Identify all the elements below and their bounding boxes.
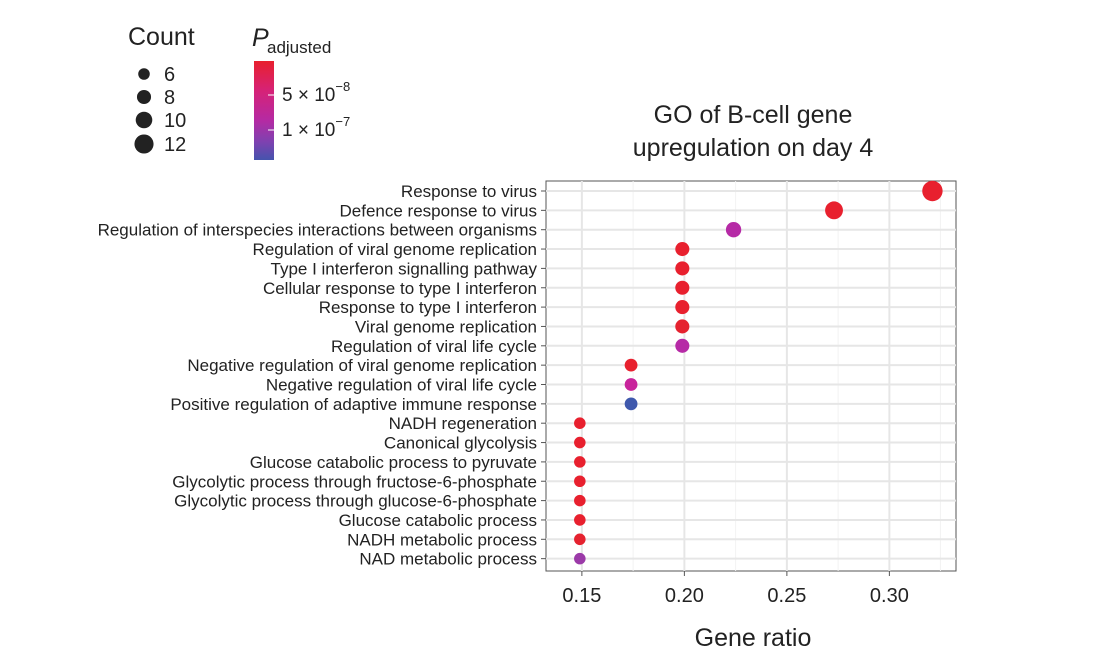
size-legend-label: 8 bbox=[164, 87, 175, 109]
data-point bbox=[574, 436, 586, 449]
data-point bbox=[675, 300, 690, 315]
y-tick-label: Canonical glycolysis bbox=[384, 434, 537, 453]
data-point bbox=[574, 475, 586, 488]
x-tick-label: 0.20 bbox=[665, 585, 704, 607]
y-tick-label: Negative regulation of viral genome repl… bbox=[187, 356, 537, 375]
data-point bbox=[725, 222, 742, 238]
y-tick-label: Response to virus bbox=[401, 182, 537, 201]
size-legend-dot bbox=[135, 111, 153, 129]
y-tick-label: NAD metabolic process bbox=[359, 550, 537, 569]
y-tick-label: Regulation of interspecies interactions … bbox=[98, 221, 537, 240]
color-legend-label-1: 5 × 10−8 bbox=[282, 79, 350, 106]
data-point bbox=[825, 201, 843, 220]
color-legend-label-1-exp: −8 bbox=[335, 79, 350, 94]
data-point bbox=[574, 417, 586, 429]
size-legend-label: 10 bbox=[164, 110, 186, 132]
y-tick-label: Response to type I interferon bbox=[319, 298, 537, 317]
y-tick-label: Cellular response to type I interferon bbox=[263, 279, 537, 298]
size-legend-label: 12 bbox=[164, 134, 186, 156]
y-tick-label: Glycolytic process through fructose-6-ph… bbox=[172, 472, 537, 491]
x-axis-label: Gene ratio bbox=[695, 624, 812, 648]
y-tick-label: Defence response to virus bbox=[340, 201, 538, 220]
data-points bbox=[574, 180, 943, 565]
color-legend-title-sub: adjusted bbox=[267, 38, 331, 57]
color-legend-title: P bbox=[252, 24, 269, 52]
y-tick-label: Negative regulation of viral life cycle bbox=[266, 376, 537, 395]
size-legend-title: Count bbox=[128, 23, 195, 51]
chart-title-line-2: upregulation on day 4 bbox=[633, 134, 874, 162]
data-point bbox=[574, 456, 586, 468]
y-tick-label: Glucose catabolic process to pyruvate bbox=[250, 453, 537, 472]
x-tick-label: 0.25 bbox=[767, 585, 806, 607]
color-legend-title-main: P bbox=[252, 24, 269, 52]
data-point bbox=[624, 397, 638, 411]
plot-panel bbox=[545, 180, 957, 572]
y-tick-label: Glucose catabolic process bbox=[339, 511, 537, 530]
x-tick-label: 0.15 bbox=[562, 585, 601, 607]
data-point bbox=[574, 533, 586, 546]
color-legend-label-2-exp: −7 bbox=[335, 114, 350, 129]
chart-title-line-1: GO of B-cell gene bbox=[654, 101, 853, 129]
y-tick-label: Positive regulation of adaptive immune r… bbox=[170, 395, 537, 414]
data-point bbox=[624, 378, 638, 391]
data-point bbox=[574, 514, 586, 526]
data-point bbox=[922, 180, 943, 202]
data-point bbox=[675, 280, 690, 295]
size-legend-label: 6 bbox=[164, 64, 175, 86]
color-legend-gradient-bar bbox=[254, 61, 274, 160]
color-legend-label-2: 1 × 10−7 bbox=[282, 114, 350, 141]
y-tick-label: Regulation of viral life cycle bbox=[331, 337, 537, 356]
size-legend-dot bbox=[138, 68, 150, 80]
y-tick-label: Regulation of viral genome replication bbox=[253, 240, 537, 259]
y-tick-label: Type I interferon signalling pathway bbox=[271, 259, 538, 278]
data-point bbox=[624, 358, 638, 372]
color-legend: P adjusted 5 × 10−8 1 × 10−7 bbox=[252, 24, 350, 160]
color-legend-label-1-coef: 5 × 10 bbox=[282, 85, 335, 106]
size-legend-dot bbox=[136, 89, 152, 105]
data-point bbox=[675, 261, 690, 276]
y-tick-label: Viral genome replication bbox=[355, 317, 537, 336]
data-point bbox=[675, 319, 690, 334]
data-point bbox=[574, 494, 586, 507]
data-point bbox=[675, 242, 690, 257]
x-axis: 0.15 0.20 0.25 0.30 bbox=[562, 571, 909, 607]
data-point bbox=[574, 552, 586, 565]
y-tick-label: NADH metabolic process bbox=[347, 530, 537, 549]
size-legend-dot bbox=[134, 134, 154, 154]
data-point bbox=[675, 338, 690, 353]
y-tick-label: Glycolytic process through glucose-6-pho… bbox=[174, 492, 537, 511]
gridlines bbox=[546, 181, 956, 571]
y-tick-label: NADH regeneration bbox=[389, 414, 537, 433]
color-legend-label-2-coef: 1 × 10 bbox=[282, 120, 335, 141]
x-tick-label: 0.30 bbox=[870, 585, 909, 607]
